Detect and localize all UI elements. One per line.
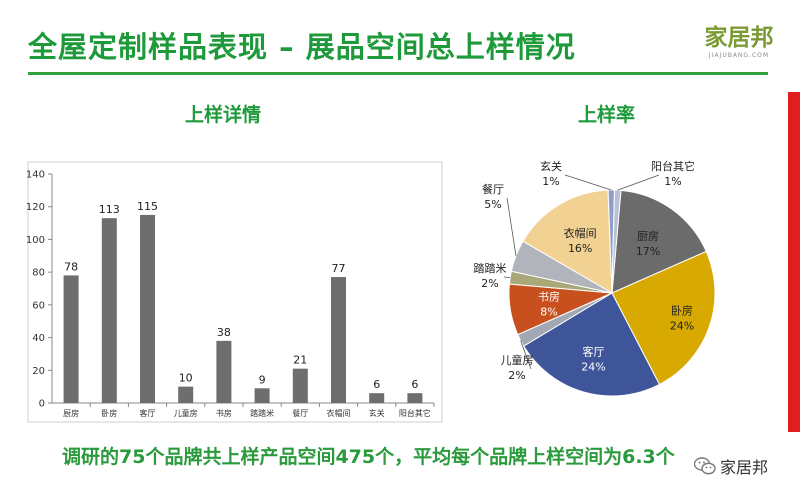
pie-leader-line	[503, 276, 511, 278]
category-label: 餐厅	[292, 409, 308, 418]
bar-value-label: 78	[64, 260, 78, 273]
pie-slice-percent: 1%	[542, 175, 559, 188]
bar-value-label: 77	[332, 262, 346, 275]
bar-value-label: 10	[179, 372, 193, 385]
y-tick-label: 140	[26, 170, 45, 181]
y-tick-label: 100	[26, 235, 45, 246]
pie-slice-label: 客厅	[582, 344, 604, 358]
pie-slice-label: 阳台其它	[651, 159, 695, 173]
bar	[216, 340, 232, 403]
pie-slice-percent: 16%	[568, 242, 592, 255]
pie-slice-label: 衣帽间	[564, 226, 597, 240]
pie-slice-label: 餐厅	[482, 182, 504, 196]
y-tick-label: 40	[32, 333, 45, 344]
pie-slice-percent: 24%	[670, 320, 694, 333]
bar	[254, 388, 270, 403]
category-label: 卧房	[101, 408, 117, 418]
pie-slice	[523, 292, 661, 397]
y-tick-label: 80	[32, 268, 45, 279]
category-label: 衣帽间	[327, 408, 351, 418]
pie-slice-percent: 8%	[540, 305, 557, 318]
bar-value-label: 9	[259, 373, 266, 386]
pie-slice-label: 卧房	[671, 305, 693, 318]
category-label: 书房	[216, 408, 232, 418]
pie-slice-label: 儿童房	[501, 353, 534, 367]
category-label: 儿童房	[174, 408, 198, 418]
title-divider	[28, 72, 768, 75]
bar	[407, 393, 423, 403]
category-label: 阳台其它	[399, 408, 431, 418]
brand-logo: 家居邦 JIAJUBANG.COM	[700, 18, 778, 59]
y-tick-label: 120	[26, 202, 45, 213]
pie-chart-title: 上样率	[578, 104, 636, 126]
y-tick-label: 20	[32, 366, 45, 377]
category-label: 客厅	[140, 408, 156, 418]
pie-leader-line	[520, 340, 532, 370]
wechat-watermark: 家居邦	[690, 452, 773, 480]
pie-slice-percent: 2%	[508, 369, 525, 382]
category-label: 踏踏米	[250, 408, 274, 418]
y-tick-label: 60	[32, 300, 45, 311]
summary-text: 调研的75个品牌共上样产品空间475个，平均每个品牌上样空间为6.3个	[62, 446, 675, 468]
bar	[331, 277, 346, 403]
red-accent-bar	[788, 92, 800, 432]
bar-chart-title: 上样详情	[185, 104, 262, 126]
bar-value-label: 38	[217, 326, 231, 339]
page-title: 全屋定制样品表现 – 展品空间总上样情况	[28, 30, 576, 64]
pie-slice	[611, 250, 716, 386]
bar-value-label: 6	[373, 378, 380, 391]
y-tick-label: 0	[39, 399, 45, 410]
category-label: 厨房	[63, 408, 79, 418]
pie-slice-label: 玄关	[540, 159, 562, 173]
pie-slice	[611, 189, 707, 294]
bar-value-label: 21	[293, 354, 307, 367]
pie-slice-percent: 2%	[481, 277, 498, 290]
wechat-icon	[694, 457, 716, 475]
bar	[63, 275, 79, 403]
bar	[101, 218, 117, 403]
logo-text: 家居邦	[704, 25, 774, 51]
pie-slice-label: 书房	[538, 290, 560, 303]
pie-slice-label: 厨房	[637, 230, 659, 243]
pie-slice-percent: 1%	[664, 175, 681, 188]
bar-value-label: 113	[99, 203, 120, 216]
bar	[178, 386, 194, 403]
bar-chart-frame	[27, 161, 443, 423]
pie-slice-label: 踏踏米	[474, 261, 507, 275]
category-label: 玄关	[369, 408, 385, 418]
pie-slice-percent: 24%	[581, 360, 605, 373]
logo-subtext: JIAJUBANG.COM	[708, 52, 770, 59]
pie-slice	[522, 189, 613, 294]
pie-slice-percent: 17%	[636, 245, 660, 258]
pie-slice-percent: 5%	[484, 198, 501, 211]
pie-leader-line	[564, 174, 612, 191]
bar-value-label: 115	[137, 200, 158, 213]
pie-leader-line	[506, 197, 517, 256]
bar	[369, 393, 385, 403]
bar-value-label: 6	[411, 378, 418, 391]
bar	[292, 368, 308, 403]
watermark-label: 家居邦	[720, 458, 769, 477]
pie-leader-line	[617, 174, 660, 191]
bar	[140, 214, 155, 403]
